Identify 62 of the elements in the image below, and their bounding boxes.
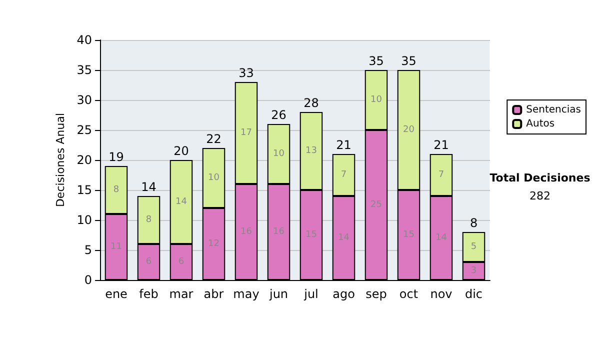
- total-label: 22: [206, 132, 222, 146]
- data-label: 15: [403, 230, 414, 240]
- text: 282: [530, 190, 550, 202]
- y-tick-label: 40: [76, 33, 92, 47]
- y-tick-label: 5: [84, 243, 92, 257]
- x-tick-label: mar: [169, 287, 194, 301]
- total-label: 20: [174, 144, 189, 158]
- total-label: 33: [238, 66, 254, 80]
- data-label: 10: [370, 95, 382, 105]
- y-tick-label: 20: [76, 153, 92, 167]
- total-label: 35: [368, 54, 384, 68]
- x-tick-label: oct: [399, 287, 418, 301]
- x-tick-label: may: [233, 287, 260, 301]
- data-label: 13: [306, 146, 317, 156]
- data-label: 10: [208, 173, 220, 183]
- data-label: 8: [113, 185, 120, 195]
- x-tick-label: nov: [430, 287, 452, 301]
- data-label: 14: [176, 197, 188, 207]
- y-tick-label: 35: [76, 63, 92, 77]
- data-label: 10: [273, 149, 285, 159]
- data-label: 14: [436, 233, 448, 243]
- data-label: 5: [470, 242, 477, 252]
- x-tick-label: sep: [366, 287, 387, 301]
- total-label: 35: [401, 54, 416, 68]
- y-axis-title: Decisiones Anual: [54, 112, 67, 208]
- total-label: 26: [271, 108, 286, 122]
- data-label: 12: [208, 239, 220, 249]
- total-label: 8: [470, 216, 478, 230]
- data-label: 14: [338, 233, 350, 243]
- data-label: 16: [273, 227, 285, 237]
- y-tick-label: 30: [76, 93, 92, 107]
- total-label: 19: [108, 150, 124, 164]
- total-label: 21: [434, 138, 449, 152]
- legend-label: Autos: [526, 118, 555, 130]
- x-tick-label: jul: [303, 287, 318, 301]
- y-tick-label: 15: [76, 183, 92, 197]
- data-label: 7: [340, 170, 347, 180]
- data-label: 17: [240, 128, 252, 138]
- data-label: 16: [240, 227, 252, 237]
- annotation: Total Decisiones: [490, 172, 591, 184]
- data-label: 6: [178, 257, 184, 267]
- data-label: 3: [470, 266, 477, 276]
- y-tick-label: 10: [76, 213, 92, 227]
- total-label: 14: [141, 180, 156, 194]
- y-tick-label: 0: [84, 273, 92, 287]
- x-tick-label: ene: [105, 287, 128, 301]
- legend-label: Sentencias: [526, 104, 582, 116]
- data-label: 6: [146, 257, 152, 267]
- total-label: 28: [304, 96, 319, 110]
- x-tick-label: abr: [204, 287, 224, 301]
- data-label: 11: [110, 242, 122, 252]
- data-label: 8: [146, 215, 152, 225]
- x-tick-label: ago: [332, 287, 355, 301]
- y-tick-label: 25: [76, 123, 92, 137]
- x-tick-label: jun: [268, 287, 288, 301]
- x-tick-label: dic: [464, 287, 483, 301]
- data-label: 15: [306, 230, 317, 240]
- data-label: 7: [438, 170, 444, 180]
- x-tick-label: feb: [139, 287, 158, 301]
- total-label: 21: [336, 138, 352, 152]
- data-label: 20: [403, 125, 415, 135]
- data-label: 25: [370, 200, 382, 210]
